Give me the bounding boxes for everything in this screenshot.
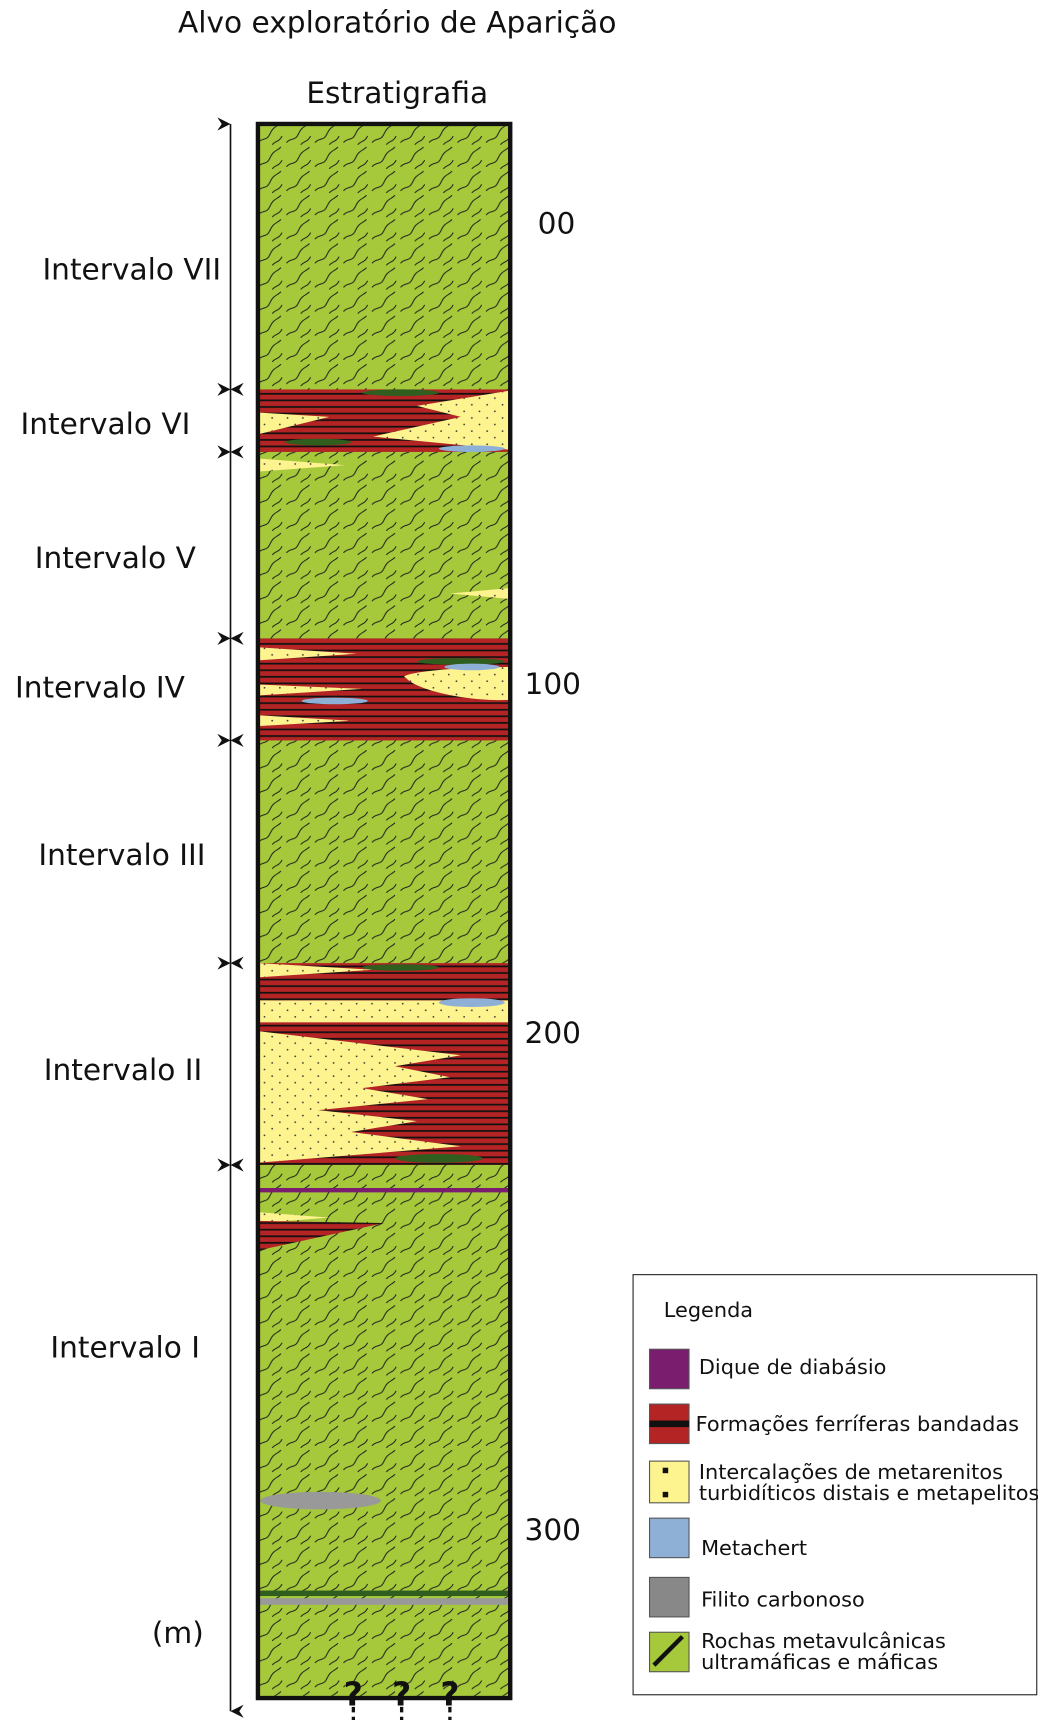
interval-label: Intervalo II bbox=[44, 1053, 202, 1087]
legend-label: Formações ferríferas bandadas bbox=[696, 1412, 1019, 1436]
title: Alvo exploratório de Aparição bbox=[178, 6, 616, 40]
legend-label: Filito carbonoso bbox=[701, 1587, 865, 1611]
legend-label: Dique de diabásio bbox=[699, 1355, 886, 1379]
column bbox=[258, 124, 510, 1698]
depth-unit: (m) bbox=[152, 1616, 204, 1650]
column-title: Estratigrafia bbox=[306, 76, 488, 110]
depth-label: 00 bbox=[538, 206, 576, 240]
legend-label: Metachert bbox=[701, 1536, 807, 1560]
interval-label: Intervalo VII bbox=[42, 252, 221, 286]
question-mark: ? bbox=[392, 1674, 411, 1713]
question-mark: ? bbox=[440, 1674, 459, 1713]
question-mark: ? bbox=[344, 1674, 363, 1713]
legend: Legenda Dique de diabásio Formações ferr… bbox=[633, 1275, 1038, 1695]
interval-label: Intervalo I bbox=[50, 1331, 200, 1365]
legend-title: Legenda bbox=[664, 1298, 753, 1322]
stratigraphy-diagram: Alvo exploratório de Aparição Estratigra… bbox=[0, 0, 1038, 1720]
legend-label: turbidíticos distais e metapelitos bbox=[699, 1481, 1038, 1505]
depth-label: 300 bbox=[524, 1513, 581, 1547]
depth-label: 200 bbox=[524, 1016, 581, 1050]
interval-label: Intervalo IV bbox=[15, 670, 186, 704]
interval-label: Intervalo VI bbox=[20, 407, 190, 441]
legend-label: ultramáficas e máficas bbox=[701, 1650, 938, 1674]
depth-label: 100 bbox=[524, 667, 581, 701]
interval-label: Intervalo III bbox=[38, 838, 205, 872]
interval-label: Intervalo V bbox=[35, 541, 197, 575]
